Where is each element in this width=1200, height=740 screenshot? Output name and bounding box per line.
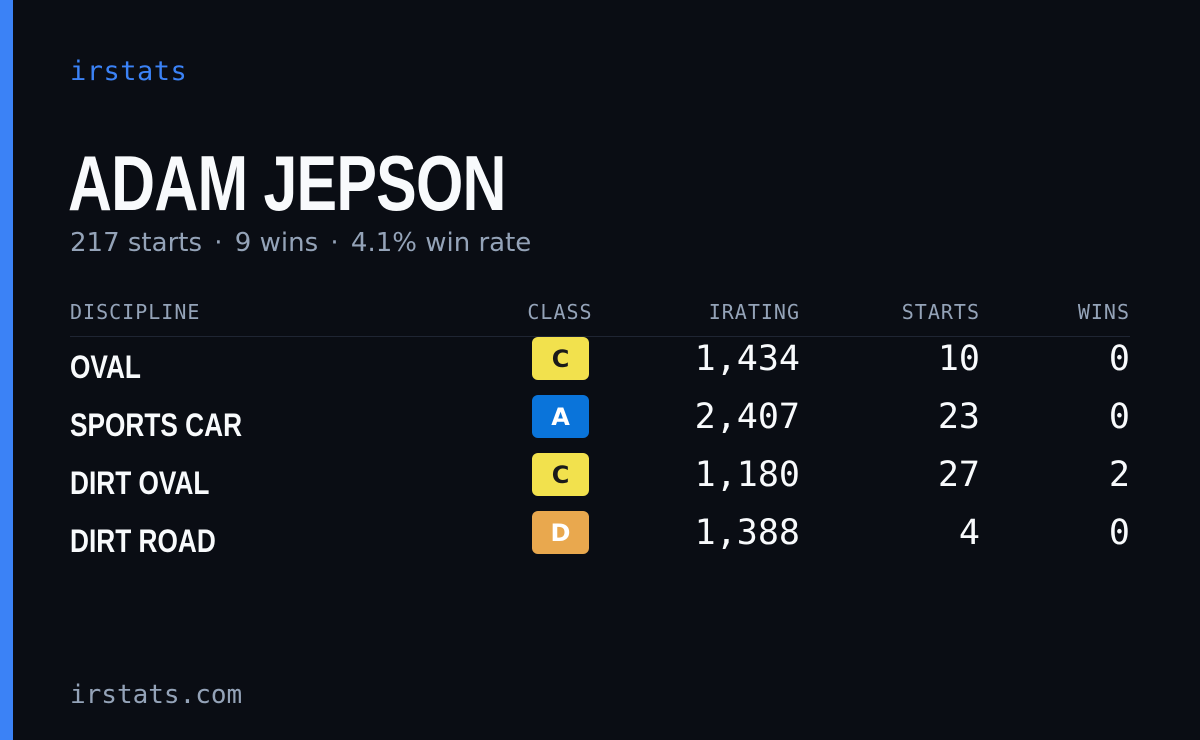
class-badge: A (532, 395, 589, 438)
row-discipline: DIRT ROAD (70, 523, 216, 559)
row-wins: 0 (1108, 339, 1130, 379)
table-header: DISCIPLINE CLASS IRATING STARTS WINS (70, 298, 1130, 337)
row-starts: 4 (958, 513, 980, 553)
accent-bar (0, 0, 13, 740)
header-class: CLASS (527, 300, 593, 324)
class-badge: C (532, 453, 589, 496)
row-irating: 2,407 (694, 397, 800, 437)
row-starts: 27 (937, 455, 980, 495)
summary-separator: · (214, 228, 223, 258)
row-irating: 1,388 (694, 513, 800, 553)
table-row: SPORTS CAR A 2,407 23 0 (70, 395, 1130, 453)
header-starts: STARTS (901, 300, 980, 324)
header-wins: WINS (1077, 300, 1130, 324)
class-badge: C (532, 337, 589, 380)
brand-logo[interactable]: irstats (70, 56, 188, 87)
table-row: OVAL C 1,434 10 0 (70, 337, 1130, 395)
summary-winrate: 4.1% win rate (350, 228, 532, 258)
row-irating: 1,434 (694, 339, 800, 379)
row-discipline: DIRT OVAL (70, 465, 210, 501)
footer-url[interactable]: irstats.com (70, 680, 243, 710)
summary-wins: 9 wins (234, 228, 319, 258)
summary-starts: 217 starts (70, 228, 202, 258)
row-wins: 0 (1108, 513, 1130, 553)
player-summary: 217 starts · 9 wins · 4.1% win rate (70, 228, 531, 258)
table-row: DIRT OVAL C 1,180 27 2 (70, 453, 1130, 511)
row-discipline: SPORTS CAR (70, 407, 243, 443)
row-wins: 2 (1108, 455, 1130, 495)
class-badge: D (532, 511, 589, 554)
stats-table: DISCIPLINE CLASS IRATING STARTS WINS OVA… (70, 298, 1130, 569)
player-name: ADAM JEPSON (68, 139, 506, 227)
summary-separator: · (330, 228, 339, 258)
header-discipline: DISCIPLINE (70, 300, 201, 324)
row-wins: 0 (1108, 397, 1130, 437)
header-irating: IRATING (708, 300, 800, 324)
row-starts: 10 (937, 339, 980, 379)
table-row: DIRT ROAD D 1,388 4 0 (70, 511, 1130, 569)
row-starts: 23 (937, 397, 980, 437)
row-discipline: OVAL (70, 349, 141, 385)
row-irating: 1,180 (694, 455, 800, 495)
